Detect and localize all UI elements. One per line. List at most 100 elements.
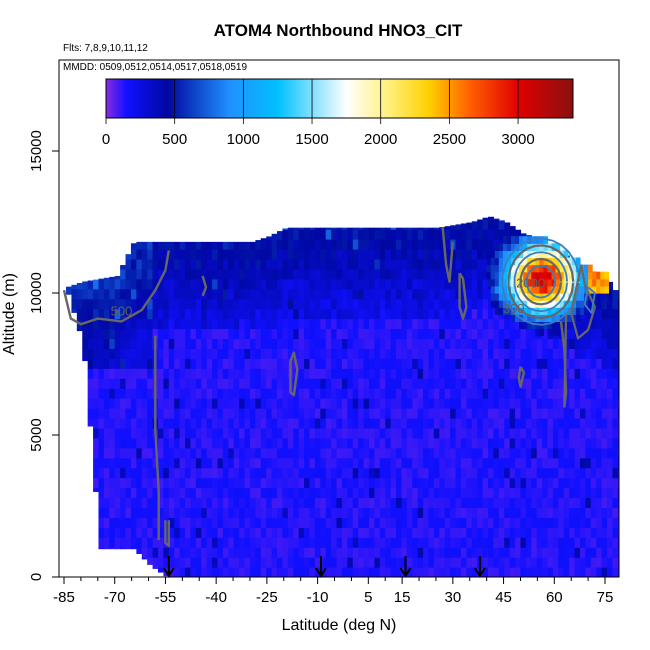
- curtain-cell: [368, 467, 375, 479]
- curtain-cell: [212, 408, 219, 419]
- curtain-cell: [152, 557, 159, 568]
- curtain-cell: [195, 308, 202, 320]
- curtain-cell: [195, 487, 202, 499]
- curtain-cell: [217, 457, 224, 469]
- curtain-cell: [179, 278, 186, 290]
- curtain-cell: [217, 318, 224, 330]
- curtain-cell: [539, 271, 545, 280]
- curtain-cell: [567, 278, 573, 287]
- curtain-cell: [412, 408, 419, 419]
- curtain-cell: [201, 268, 208, 280]
- curtain-cell: [390, 517, 397, 528]
- curtain-cell: [152, 457, 159, 469]
- curtain-cell: [590, 388, 597, 399]
- curtain-cell: [547, 497, 554, 509]
- curtain-cell: [174, 547, 181, 558]
- curtain-cell: [228, 537, 235, 548]
- curtain-cell: [506, 307, 512, 315]
- curtain-cell: [423, 358, 430, 369]
- curtain-cell: [401, 298, 408, 310]
- curtain-cell: [590, 437, 597, 449]
- curtain-cell: [190, 388, 197, 399]
- curtain-cell: [179, 241, 186, 250]
- curtain-cell: [575, 307, 581, 315]
- curtain-cell: [509, 229, 516, 240]
- curtain-cell: [87, 378, 94, 389]
- curtain-cell: [509, 547, 516, 558]
- curtain-cell: [352, 268, 359, 280]
- curtain-cell: [298, 298, 305, 310]
- curtain-cell: [239, 318, 246, 330]
- curtain-cell: [601, 467, 608, 479]
- curtain-cell: [525, 328, 532, 340]
- curtain-cell: [563, 427, 570, 439]
- curtain-cell: [206, 348, 213, 359]
- curtain-cell: [255, 487, 262, 499]
- curtain-cell: [293, 278, 300, 290]
- curtain-cell: [130, 368, 137, 379]
- curtain-cell: [141, 278, 148, 290]
- curtain-cell: [136, 547, 143, 554]
- curtain-cell: [412, 507, 419, 518]
- curtain-cell: [498, 527, 505, 538]
- curtain-cell: [168, 288, 175, 300]
- curtain-cell: [374, 378, 381, 389]
- curtain-cell: [506, 257, 512, 266]
- curtain-cell: [255, 368, 262, 379]
- curtain-cell: [233, 557, 240, 568]
- curtain-cell: [298, 358, 305, 369]
- curtain-cell: [260, 248, 267, 260]
- curtain-cell: [266, 348, 273, 359]
- curtain-cell: [217, 398, 224, 409]
- curtain-cell: [569, 567, 576, 577]
- curtain-cell: [490, 264, 496, 273]
- curtain-cell: [147, 248, 154, 260]
- curtain-cell: [147, 338, 154, 349]
- x-tick-label: 60: [546, 589, 563, 606]
- curtain-cell: [412, 547, 419, 558]
- curtain-cell: [358, 417, 365, 429]
- curtain-cell: [579, 517, 586, 528]
- curtain-cell: [179, 537, 186, 548]
- curtain-cell: [195, 507, 202, 518]
- curtain-cell: [623, 497, 629, 508]
- curtain-cell: [471, 398, 478, 409]
- curtain-cell: [336, 487, 343, 499]
- curtain-cell: [87, 328, 94, 340]
- curtain-cell: [579, 348, 586, 359]
- curtain-cell: [114, 338, 121, 349]
- curtain-cell: [617, 368, 619, 379]
- curtain-cell: [314, 229, 321, 240]
- curtain-cell: [277, 517, 284, 528]
- curtain-cell: [352, 557, 359, 568]
- curtain-cell: [390, 408, 397, 419]
- curtain-cell: [287, 278, 294, 290]
- curtain-cell: [539, 243, 545, 251]
- curtain-cell: [428, 288, 435, 300]
- curtain-cell: [98, 467, 105, 479]
- curtain-cell: [266, 378, 273, 389]
- curtain-cell: [412, 467, 419, 479]
- curtain-cell: [125, 278, 132, 290]
- curtain-cell: [293, 447, 300, 459]
- curtain-cell: [396, 239, 403, 250]
- curtain-cell: [396, 398, 403, 409]
- curtain-cell: [498, 293, 504, 301]
- curtain-cell: [114, 457, 121, 469]
- curtain-cell: [563, 368, 570, 379]
- curtain-cell: [374, 258, 381, 270]
- curtain-cell: [368, 358, 375, 369]
- curtain-cell: [206, 268, 213, 280]
- curtain-cell: [358, 487, 365, 499]
- curtain-cell: [103, 338, 110, 349]
- curtain-cell: [320, 229, 327, 240]
- curtain-cell: [163, 467, 170, 479]
- curtain-cell: [163, 427, 170, 439]
- curtain-cell: [212, 487, 219, 499]
- curtain-cell: [515, 537, 522, 548]
- curtain-cell: [401, 467, 408, 479]
- curtain-cell: [525, 547, 532, 558]
- curtain-cell: [109, 547, 116, 550]
- curtain-cell: [222, 537, 229, 548]
- curtain-cell: [511, 278, 516, 287]
